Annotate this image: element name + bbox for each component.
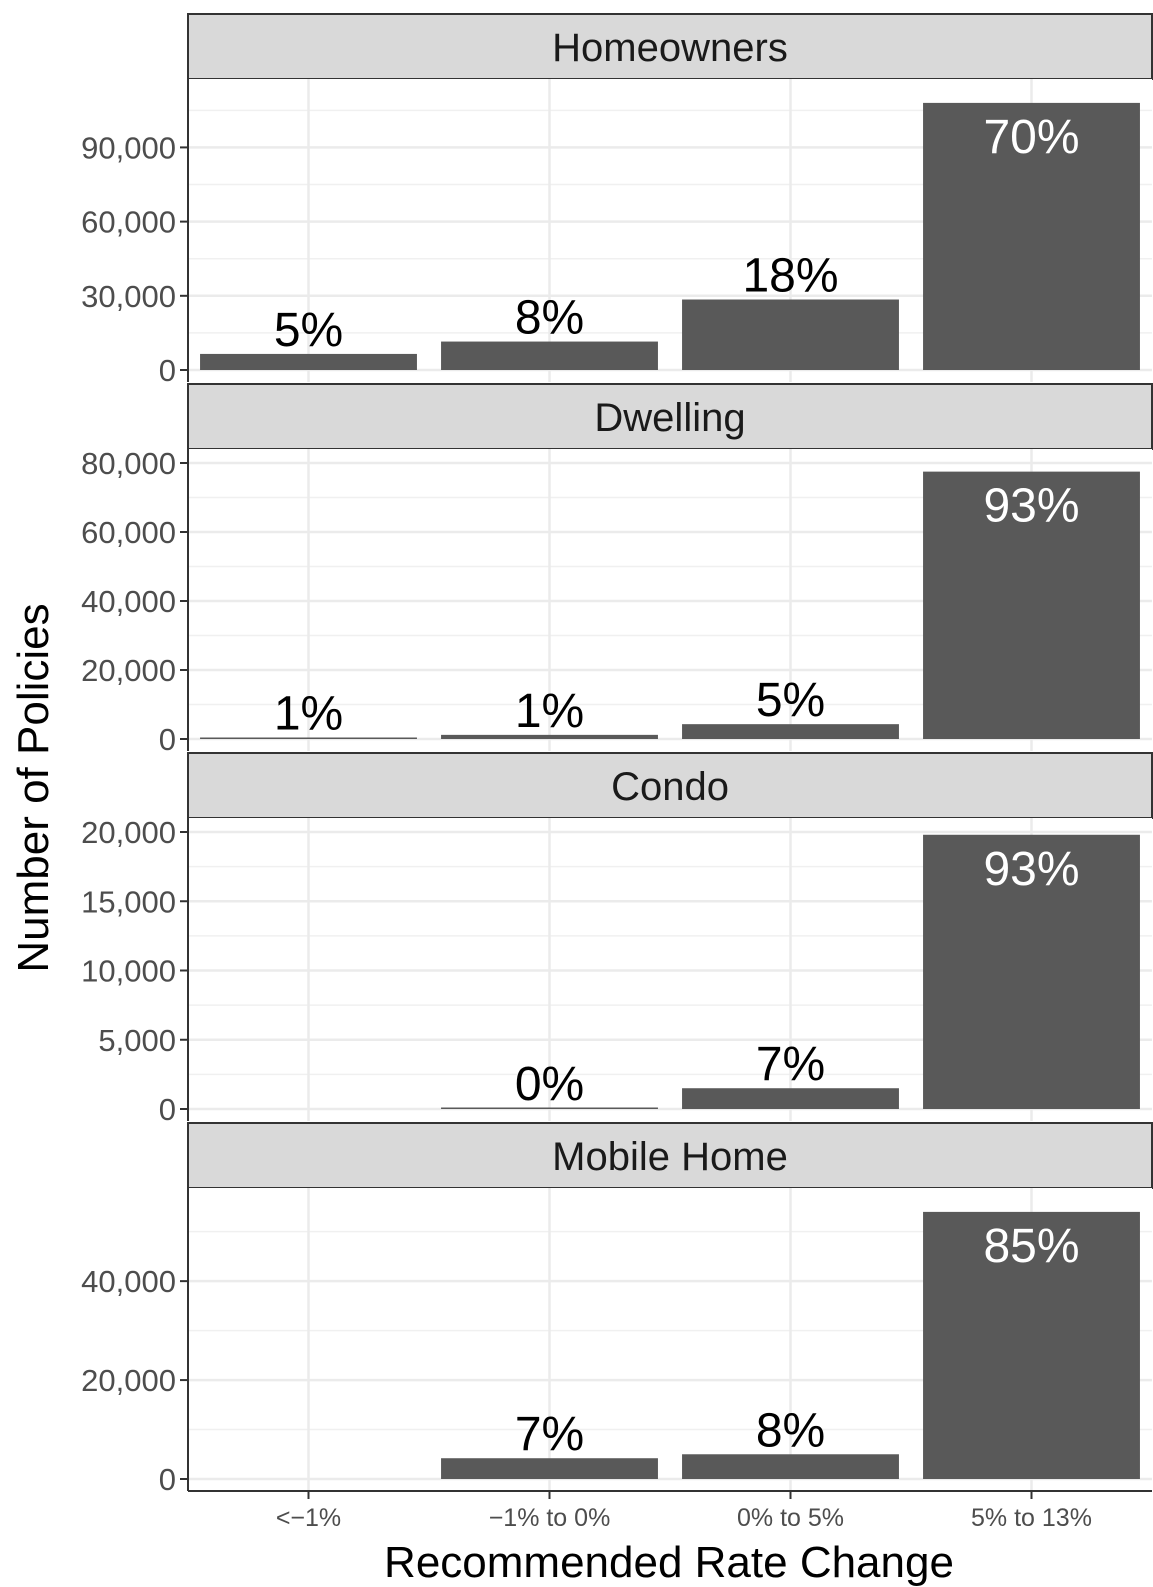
- bar: [200, 353, 417, 370]
- y-tick-label: 80,000: [81, 446, 176, 481]
- bar-data-label: 5%: [274, 304, 343, 357]
- bar-data-label: 0%: [515, 1058, 584, 1111]
- bar-data-label: 5%: [756, 674, 825, 727]
- x-tick-label: −1% to 0%: [489, 1504, 611, 1532]
- bar: [682, 299, 899, 370]
- y-tick-label: 0: [159, 1092, 176, 1127]
- bar-data-label: 70%: [983, 111, 1079, 164]
- bar: [682, 1454, 899, 1479]
- panel-dwelling: Dwelling 0 20,000 40,000 60,000 80,000 1% 1% 5% 9…: [81, 383, 1153, 757]
- y-tick-label: 10,000: [81, 954, 176, 989]
- bar: [682, 1088, 899, 1109]
- y-tick-label: 60,000: [81, 205, 176, 240]
- y-tick-label: 20,000: [81, 815, 176, 850]
- bar: [441, 1107, 658, 1109]
- panel-mobile-home: Mobile Home 0 20,000 40,000 7% 8% 85%: [81, 1122, 1153, 1497]
- x-tick-label: 5% to 13%: [971, 1504, 1092, 1532]
- y-tick-label: 20,000: [81, 653, 176, 688]
- panel-title: Homeowners: [552, 26, 788, 70]
- panel-condo: Condo 0 5,000 10,000 15,000 20,000 0% 7% 93%: [81, 752, 1153, 1127]
- panel-title: Dwelling: [594, 396, 745, 440]
- bar: [923, 834, 1140, 1109]
- bar: [923, 102, 1140, 371]
- bar-data-label: 93%: [983, 843, 1079, 896]
- x-axis: <−1% −1% to 0% 0% to 5% 5% to 13%: [188, 1490, 1152, 1532]
- bar-data-label: 8%: [515, 292, 584, 345]
- y-tick-label: 90,000: [81, 130, 176, 165]
- y-tick-label: 0: [159, 353, 176, 388]
- y-axis-title: Number of Policies: [9, 603, 58, 972]
- y-tick-label: 60,000: [81, 515, 176, 550]
- bar: [923, 1211, 1140, 1479]
- bar-data-label: 93%: [983, 480, 1079, 533]
- bar: [682, 724, 899, 739]
- bar-data-label: 1%: [515, 685, 584, 738]
- bar-data-label: 7%: [756, 1038, 825, 1091]
- y-tick-label: 5,000: [98, 1023, 176, 1058]
- y-tick-label: 30,000: [81, 279, 176, 314]
- bar-data-label: 8%: [756, 1404, 825, 1457]
- bar-data-label: 18%: [742, 250, 838, 303]
- panel-strip: [187, 1122, 1153, 1189]
- y-tick-label: 40,000: [81, 584, 176, 619]
- panel-title: Condo: [611, 765, 729, 809]
- y-tick-label: 20,000: [81, 1363, 176, 1398]
- bar: [923, 471, 1140, 739]
- bar: [441, 734, 658, 739]
- x-axis-title: Recommended Rate Change: [384, 1538, 954, 1587]
- bar: [200, 737, 417, 739]
- panel-strip: [187, 13, 1153, 80]
- panel-homeowners: Homeowners 0 30,000 60,000 90,000 5% 8% 18% 70%: [81, 13, 1153, 388]
- x-tick-label: 0% to 5%: [737, 1504, 844, 1532]
- chart-panels: Homeowners 0 30,000 60,000 90,000 5% 8% 18% 70% D…: [81, 13, 1153, 1532]
- bar: [441, 341, 658, 370]
- y-tick-label: 15,000: [81, 884, 176, 919]
- panel-strip: [187, 383, 1153, 450]
- x-tick-label: <−1%: [276, 1504, 341, 1532]
- y-tick-label: 0: [159, 722, 176, 757]
- y-tick-label: 40,000: [81, 1264, 176, 1299]
- panel-title: Mobile Home: [552, 1135, 788, 1179]
- bar-data-label: 1%: [274, 688, 343, 741]
- bar-data-label: 7%: [515, 1408, 584, 1461]
- bar: [441, 1458, 658, 1479]
- bar-data-label: 85%: [983, 1220, 1079, 1273]
- y-tick-label: 0: [159, 1462, 176, 1497]
